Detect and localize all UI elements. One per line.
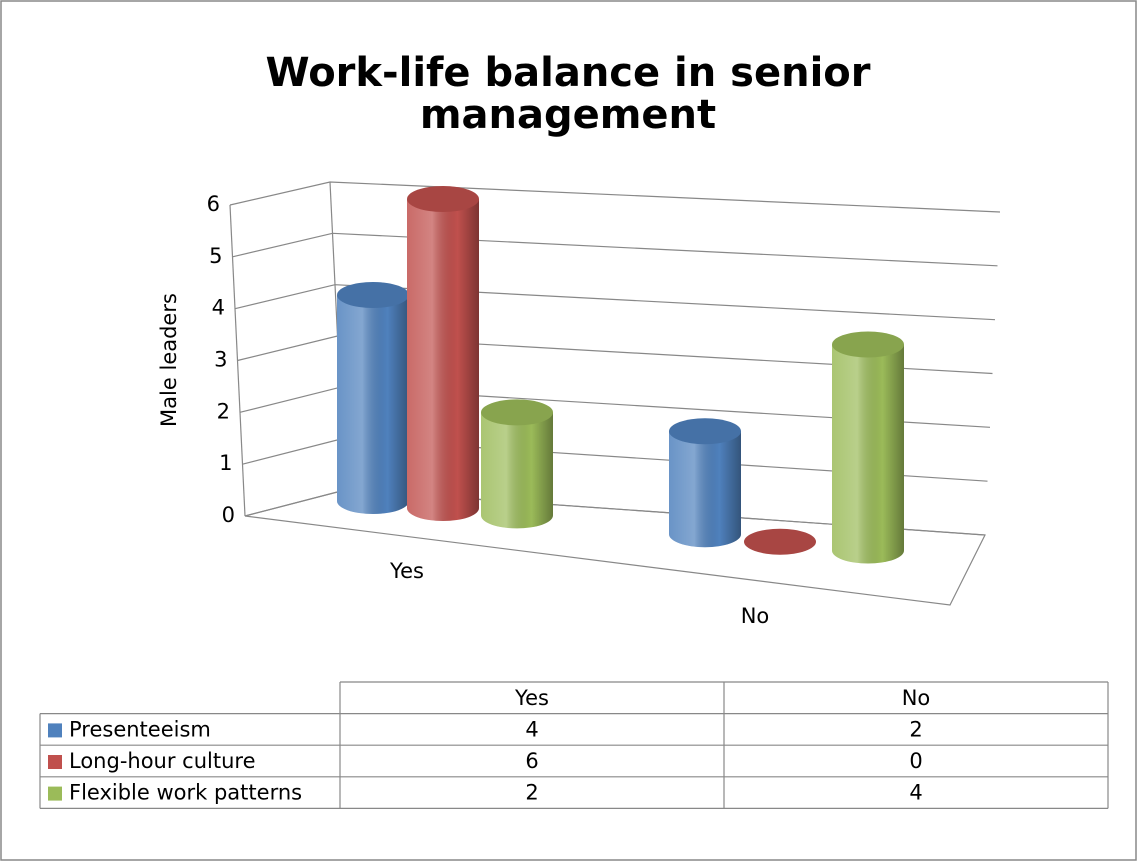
table-value: 2 [909, 717, 922, 741]
bar-shade [337, 295, 409, 514]
grid-line [232, 232, 998, 267]
y-tick-label: 0 [222, 503, 235, 527]
bar-top [407, 186, 479, 212]
x-tick-label: Yes [389, 559, 424, 583]
legend-swatch [48, 786, 62, 801]
bar-top [669, 418, 741, 445]
grid-line [234, 284, 996, 321]
bar-top [744, 528, 816, 555]
y-tick-label: 1 [219, 451, 232, 475]
bar-top [337, 282, 409, 308]
table-header: No [902, 686, 931, 710]
grid-line [229, 181, 1001, 213]
y-tick-label: 2 [217, 399, 230, 423]
chart-title: Work-life balance in senior management [266, 50, 871, 138]
bar-top-shade [407, 186, 479, 212]
table-value: 6 [525, 749, 538, 773]
table-value: 4 [525, 717, 538, 741]
legend-label: Flexible work patterns [69, 781, 302, 805]
y-tick-label: 5 [209, 244, 222, 268]
bar-top [832, 331, 904, 358]
y-tick-label: 6 [207, 192, 220, 216]
legend-label: Long-hour culture [69, 749, 256, 773]
legend-label: Presenteeism [69, 717, 211, 741]
legend-swatch [48, 755, 62, 769]
y-axis-label: Male leaders [157, 293, 181, 427]
bar-top [481, 399, 553, 426]
bar-top-shade [744, 528, 816, 555]
bar-shade [832, 344, 904, 564]
table-value: 0 [909, 749, 922, 773]
bar-shade [407, 199, 479, 521]
table-value: 4 [909, 781, 922, 805]
legend-swatch [48, 723, 62, 738]
table-value: 2 [525, 781, 538, 805]
bar-top-shade [337, 282, 409, 308]
x-tick-label: No [741, 604, 770, 628]
table-header: Yes [514, 686, 549, 710]
bar-top-shade [669, 418, 741, 445]
bar-top-shade [481, 399, 553, 426]
bar-shade [481, 412, 553, 529]
y-tick-label: 4 [212, 296, 225, 320]
bar-shade [669, 431, 741, 548]
bar-top-shade [832, 331, 904, 358]
y-tick-label: 3 [214, 348, 227, 372]
